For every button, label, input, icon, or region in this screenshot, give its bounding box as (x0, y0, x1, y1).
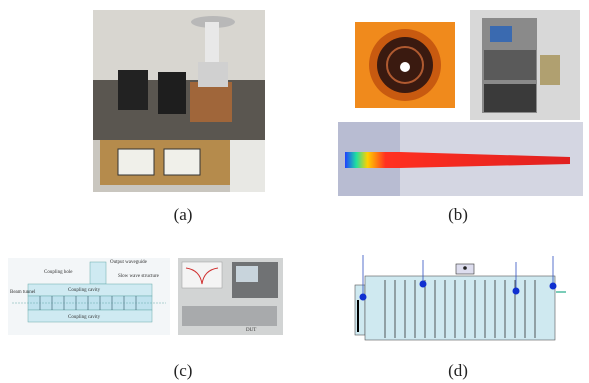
photo-b-instrument (470, 10, 580, 120)
label: Output waveguide (110, 260, 148, 265)
photo-a (93, 10, 265, 192)
label: Slow wave structure (118, 274, 160, 279)
diagram-d (354, 255, 566, 341)
label: Coupling cavity (68, 288, 101, 293)
photo-b-beam (355, 22, 455, 108)
diagram-c: Coupling hole Output waveguide Slow wave… (8, 258, 170, 335)
caption: (c) (174, 361, 193, 380)
caption: (b) (448, 205, 468, 224)
label: Beam tunnel (10, 290, 36, 295)
label: Coupling hole (44, 270, 73, 275)
label: DUT (246, 328, 256, 333)
caption: (a) (174, 205, 193, 224)
caption: (d) (448, 361, 468, 380)
simulation-b (338, 122, 583, 196)
label: Coupling cavity (68, 315, 101, 320)
photo-c: DUT (178, 258, 283, 335)
